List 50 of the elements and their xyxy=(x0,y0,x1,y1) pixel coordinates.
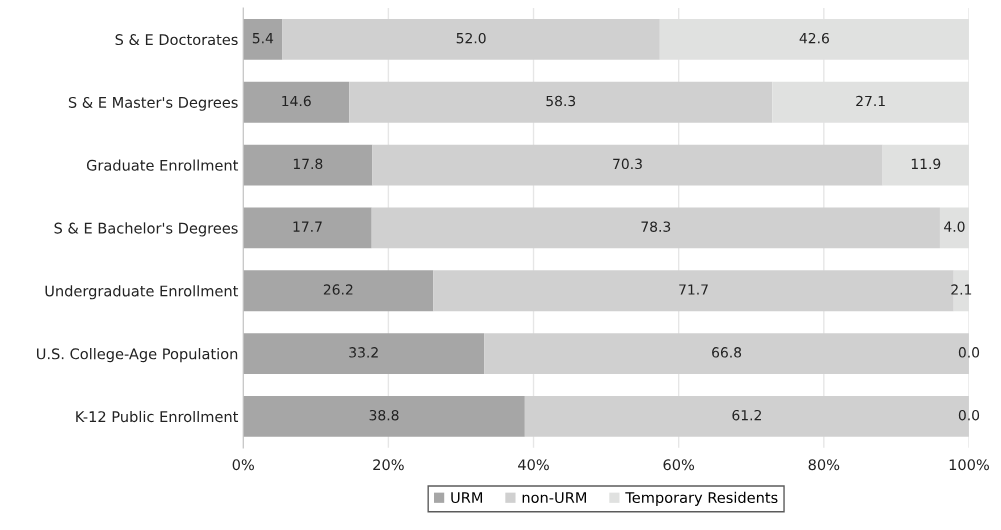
y-tick-label: S & E Master's Degrees xyxy=(68,96,238,111)
bar xyxy=(349,81,773,123)
bar xyxy=(243,333,485,375)
x-tick-label: 40% xyxy=(518,459,549,471)
data-label: 58.3 xyxy=(546,95,576,107)
legend-label: non-URM xyxy=(522,492,586,504)
data-label: 66.8 xyxy=(712,347,742,358)
y-tick-label: Graduate Enrollment xyxy=(86,159,239,171)
data-label: 78.3 xyxy=(641,221,671,232)
data-label: 17.7 xyxy=(293,221,322,232)
data-label: 26.2 xyxy=(323,284,353,295)
x-tick-label: 0% xyxy=(232,459,255,471)
data-label: 0.0 xyxy=(958,347,980,358)
y-tick-label: S & E Bachelor's Degrees xyxy=(54,222,238,237)
legend-label: Temporary Residents xyxy=(625,491,778,506)
bar xyxy=(243,144,373,186)
data-label: 52.0 xyxy=(456,32,486,44)
data-label: 4.0 xyxy=(944,221,965,232)
bar xyxy=(243,396,525,437)
data-label: 38.8 xyxy=(369,409,399,421)
data-label: 71.7 xyxy=(679,284,708,295)
data-label: 27.1 xyxy=(856,95,885,107)
bar xyxy=(243,270,434,312)
data-label: 17.8 xyxy=(293,158,323,170)
bar xyxy=(243,18,283,60)
y-tick-label: U.S. College-Age Population xyxy=(37,348,238,363)
data-label: 5.4 xyxy=(252,33,274,44)
x-tick-label: 20% xyxy=(373,459,404,471)
bar xyxy=(243,81,350,123)
bar xyxy=(243,207,372,249)
data-label: 70.3 xyxy=(613,158,642,170)
bar xyxy=(371,207,940,249)
data-label: 33.2 xyxy=(349,347,378,358)
data-label: 61.2 xyxy=(732,409,761,421)
bar xyxy=(282,18,660,60)
data-label: 11.9 xyxy=(911,158,941,170)
bar xyxy=(939,207,969,249)
data-label: 14.6 xyxy=(282,95,311,107)
data-label: 42.6 xyxy=(799,32,829,44)
bar xyxy=(882,144,969,186)
data-label: 0.0 xyxy=(958,409,980,421)
legend-label: URM xyxy=(451,492,483,504)
y-tick-label: S & E Doctorates xyxy=(115,34,238,46)
bar xyxy=(372,144,883,186)
data-label: 2.1 xyxy=(951,284,972,295)
x-tick-label: 60% xyxy=(663,459,695,471)
x-tick-label: 100% xyxy=(949,459,990,471)
y-tick-label: K-12 Public Enrollment xyxy=(76,410,239,423)
x-tick-label: 80% xyxy=(808,459,840,471)
y-tick-label: Undergraduate Enrollment xyxy=(45,285,239,300)
